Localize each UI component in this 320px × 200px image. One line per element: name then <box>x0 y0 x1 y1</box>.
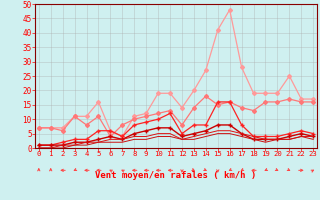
X-axis label: Vent moyen/en rafales ( km/h ): Vent moyen/en rafales ( km/h ) <box>95 171 257 180</box>
